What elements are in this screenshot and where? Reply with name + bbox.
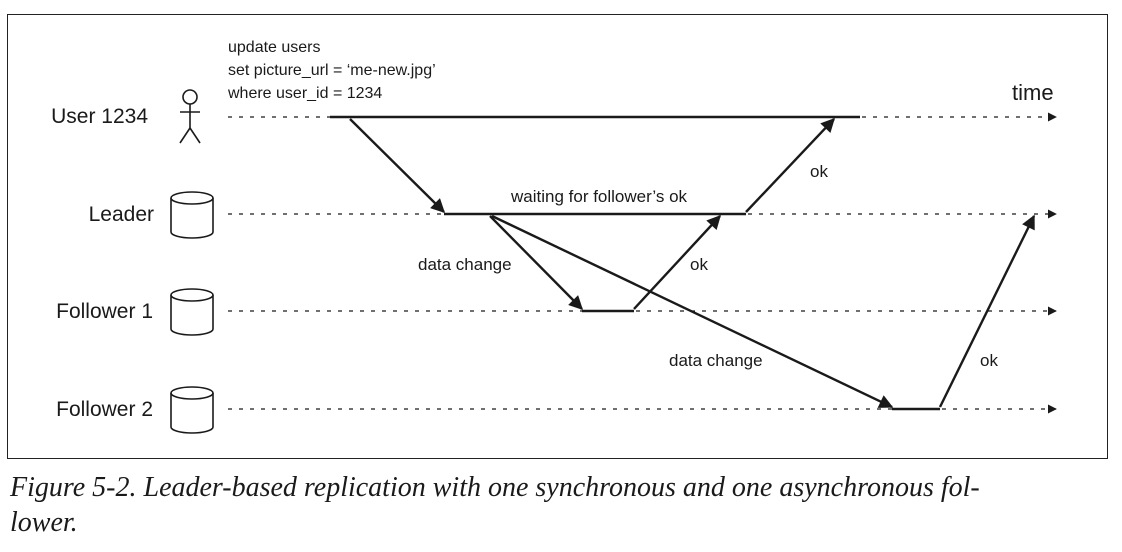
sql-line-1: update users [228, 39, 321, 56]
ok-label-follower2: ok [980, 351, 998, 370]
arrow-leader-ok-to-user [745, 117, 835, 213]
ok-label-leader: ok [810, 162, 828, 181]
lane-label-user: User 1234 [51, 105, 148, 128]
caption-line-2: lower. [10, 507, 78, 538]
arrow-leader-to-follower2 [491, 214, 894, 409]
time-label: time [1012, 80, 1054, 105]
arrow-leader-to-follower1 [489, 215, 583, 310]
lane-label-follower-1: Follower 1 [56, 300, 153, 323]
arrow-follower1-ok-to-leader [633, 214, 721, 310]
figure-caption: Figure 5-2. Leader-based replication wit… [10, 470, 1105, 540]
diagram-frame [7, 14, 1108, 459]
replication-diagram: update users set picture_url = ‘me-new.j… [51, 39, 1057, 434]
data-change-label-1: data change [418, 255, 512, 274]
caption-line-1: Figure 5-2. Leader-based replication wit… [10, 472, 980, 503]
ok-label-follower1: ok [690, 255, 708, 274]
arrow-follower2-ok-to-leader [938, 214, 1036, 408]
data-change-label-2: data change [669, 351, 763, 370]
database-icon [170, 191, 214, 239]
arrow-user-to-leader [349, 118, 445, 213]
sql-line-3: where user_id = 1234 [227, 85, 382, 102]
lane-label-follower-2: Follower 2 [56, 398, 153, 421]
user-icon [179, 89, 201, 144]
waiting-label: waiting for follower’s ok [510, 187, 688, 206]
database-icon [170, 288, 214, 336]
lane-label-leader: Leader [89, 203, 154, 226]
database-icon [170, 386, 214, 434]
sql-line-2: set picture_url = ‘me-new.jpg’ [228, 62, 436, 79]
